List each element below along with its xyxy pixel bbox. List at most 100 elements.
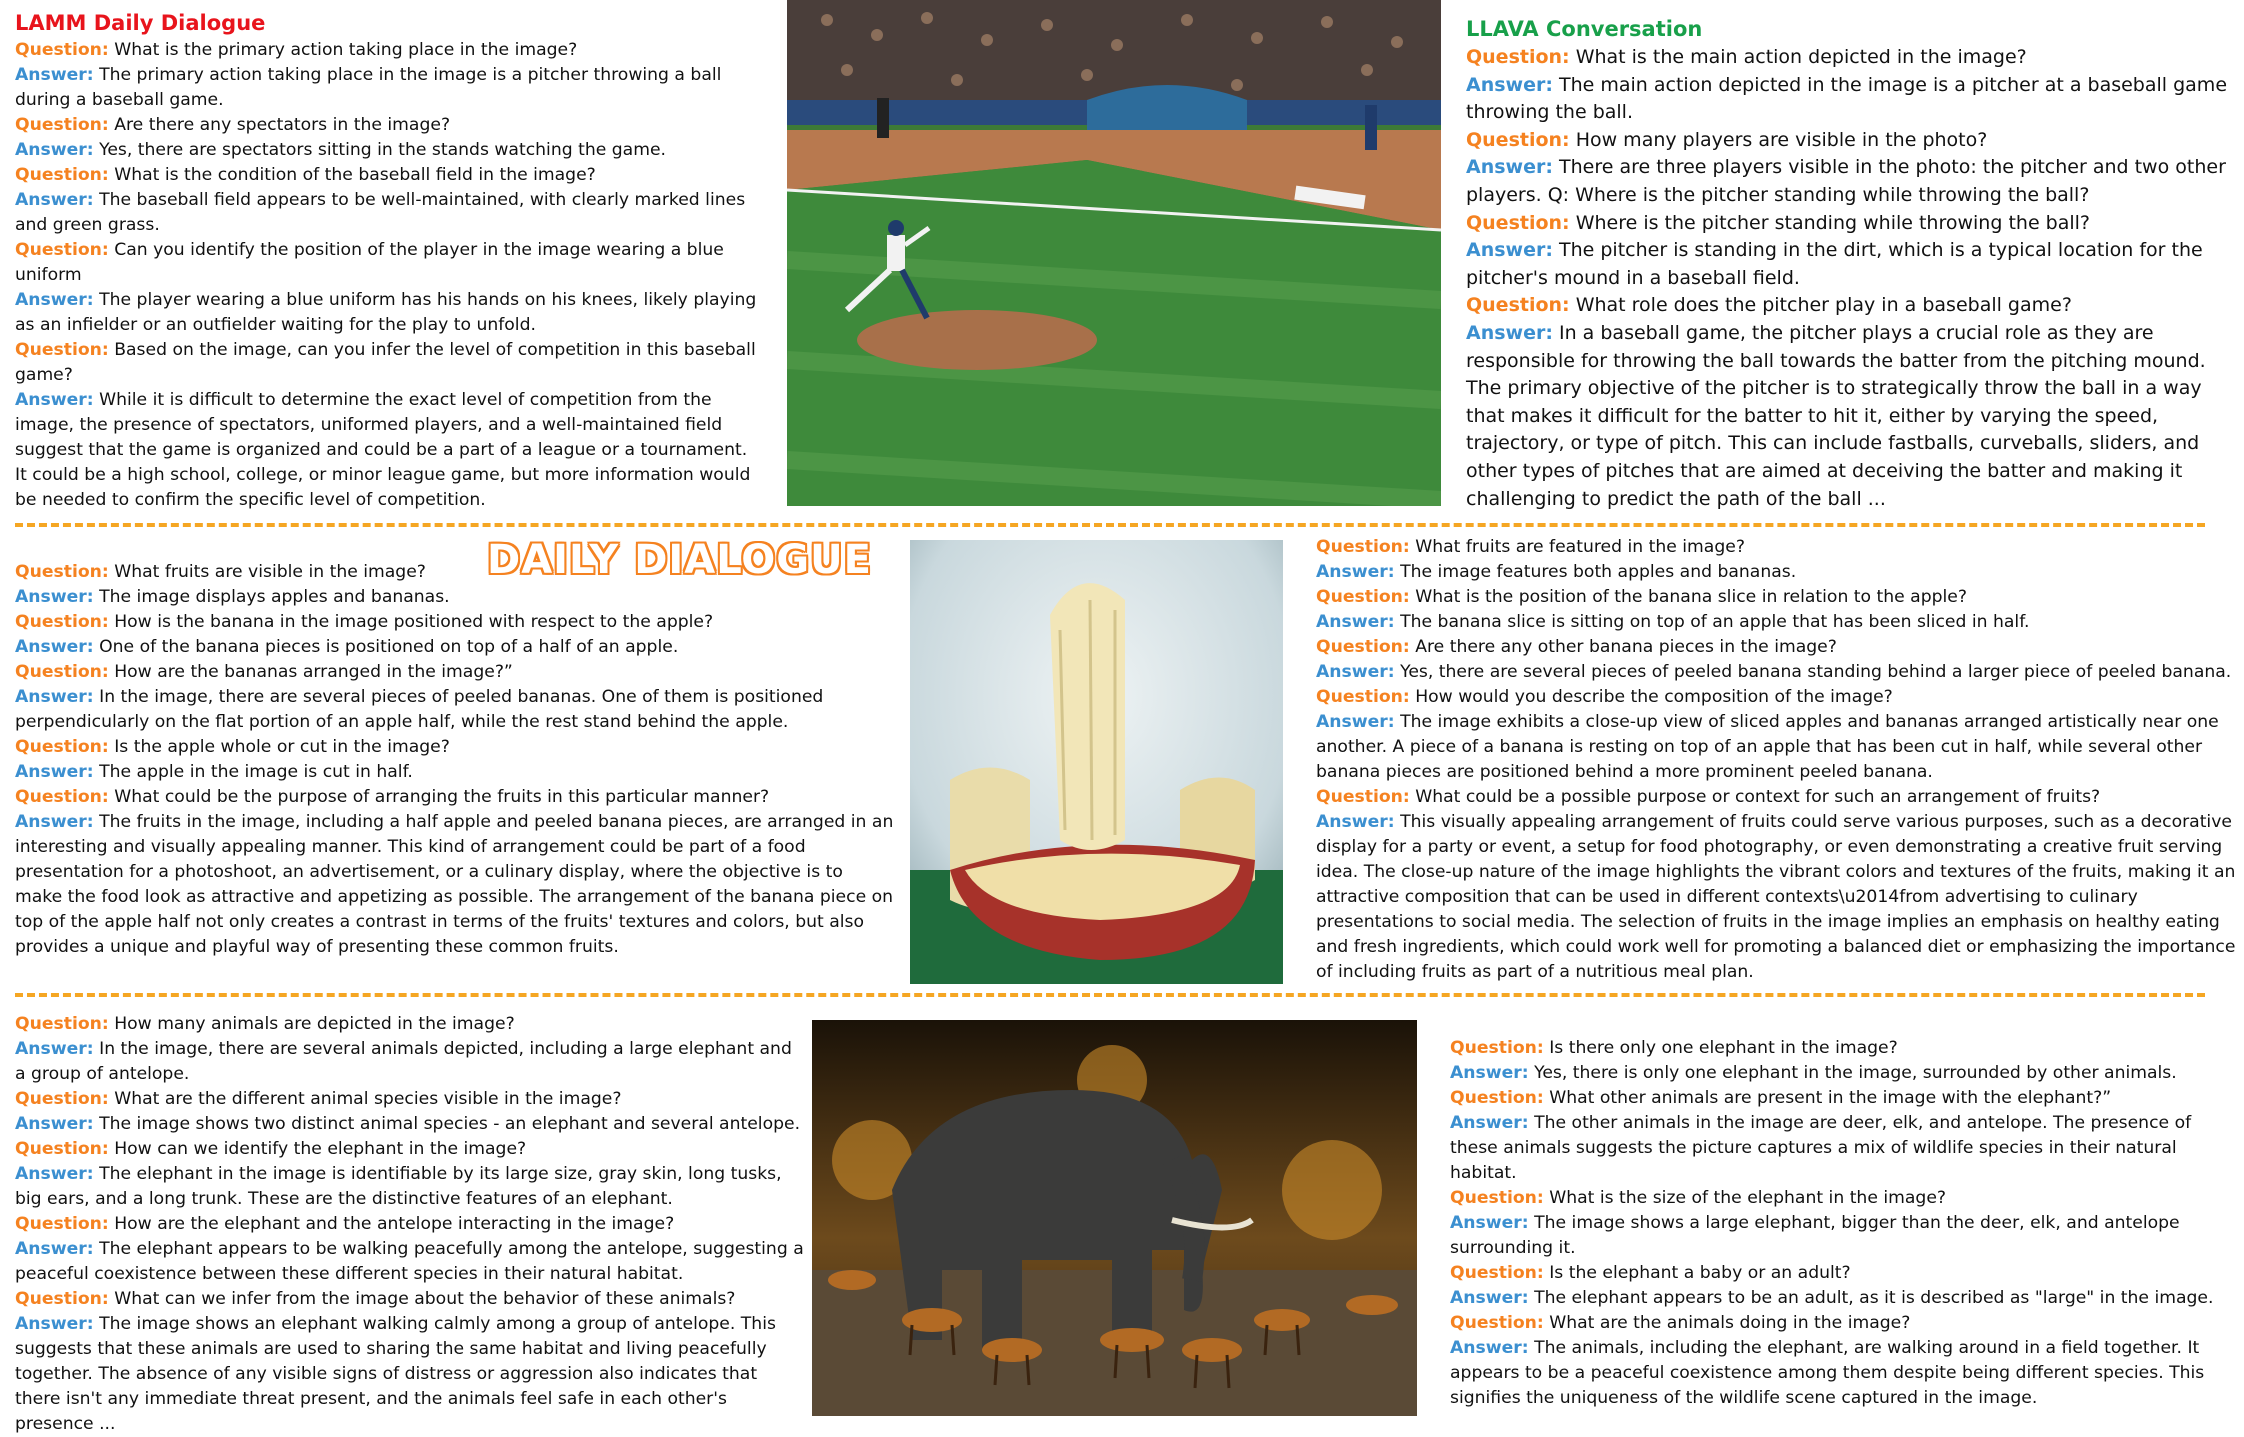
answer-label: Answer:	[15, 1239, 94, 1259]
answer-line: Answer: Yes, there is only one elephant …	[1450, 1061, 2240, 1086]
answer-text: While it is difficult to determine the e…	[15, 390, 751, 510]
question-line: Question: What role does the pitcher pla…	[1466, 292, 2241, 320]
answer-label: Answer:	[15, 140, 94, 160]
answer-text: In a baseball game, the pitcher plays a …	[1466, 321, 2206, 510]
question-text: What is the condition of the baseball fi…	[108, 165, 596, 185]
fruit-photo	[910, 540, 1283, 984]
question-label: Question:	[15, 662, 109, 682]
answer-text: Yes, there is only one elephant in the i…	[1528, 1063, 2177, 1083]
answer-line: Answer: The baseball field appears to be…	[15, 188, 760, 238]
question-text: How can we identify the elephant in the …	[108, 1139, 527, 1159]
llava-qa-list: Question: What is the main action depict…	[1466, 44, 2241, 513]
answer-text: This visually appealing arrangement of f…	[1316, 812, 2236, 982]
question-label: Question:	[15, 340, 109, 360]
question-label: Question:	[1466, 46, 1570, 68]
answer-label: Answer:	[1466, 321, 1553, 344]
question-label: Question:	[15, 562, 109, 582]
answer-line: Answer: The image displays apples and ba…	[15, 585, 895, 610]
answer-label: Answer:	[15, 812, 94, 832]
question-line: Question: What fruits are visible in the…	[15, 560, 895, 585]
answer-label: Answer:	[1316, 612, 1395, 632]
answer-label: Answer:	[1316, 662, 1395, 682]
question-line: Question: Where is the pitcher standing …	[1466, 210, 2241, 238]
answer-line: Answer: The fruits in the image, includi…	[15, 810, 895, 960]
answer-text: The image shows a large elephant, bigger…	[1450, 1213, 2180, 1258]
elephant-right-panel: Question: Is there only one elephant in …	[1450, 1036, 2240, 1411]
answer-label: Answer:	[15, 1164, 94, 1184]
answer-line: Answer: The image exhibits a close-up vi…	[1316, 710, 2241, 785]
question-label: Question:	[1316, 687, 1410, 707]
question-text: Where is the pitcher standing while thro…	[1569, 211, 2091, 234]
answer-label: Answer:	[1316, 562, 1395, 582]
answer-text: The baseball field appears to be well-ma…	[15, 190, 746, 235]
fruit-left-qa-list: Question: What fruits are visible in the…	[15, 560, 895, 960]
question-text: What could be the purpose of arranging t…	[108, 787, 770, 807]
elephant-right-qa-list: Question: Is there only one elephant in …	[1450, 1036, 2240, 1411]
answer-text: The pitcher is standing in the dirt, whi…	[1466, 239, 2203, 289]
answer-label: Answer:	[1450, 1213, 1529, 1233]
answer-text: In the image, there are several pieces o…	[15, 687, 824, 732]
question-text: How is the banana in the image positione…	[108, 612, 714, 632]
lamm-dialogue-panel: LAMM Daily Dialogue Question: What is th…	[15, 10, 760, 513]
answer-line: Answer: Yes, there are spectators sittin…	[15, 138, 760, 163]
answer-line: Answer: The apple in the image is cut in…	[15, 760, 895, 785]
fruit-left-panel: Question: What fruits are visible in the…	[15, 560, 895, 960]
answer-text: The primary action taking place in the i…	[15, 65, 722, 110]
llava-title: LLAVA Conversation	[1466, 17, 1703, 41]
elephant-left-qa-list: Question: How many animals are depicted …	[15, 1012, 805, 1437]
question-label: Question:	[1466, 294, 1570, 317]
answer-line: Answer: The main action depicted in the …	[1466, 72, 2241, 127]
question-line: Question: How many animals are depicted …	[15, 1012, 805, 1037]
question-line: Question: What is the main action depict…	[1466, 44, 2241, 72]
answer-text: Yes, there are spectators sitting in the…	[93, 140, 666, 160]
question-text: Based on the image, can you infer the le…	[15, 340, 756, 385]
answer-line: Answer: The image features both apples a…	[1316, 560, 2241, 585]
question-text: Can you identify the position of the pla…	[15, 240, 724, 285]
question-line: Question: What is the condition of the b…	[15, 163, 760, 188]
question-label: Question:	[1466, 211, 1570, 234]
answer-line: Answer: The player wearing a blue unifor…	[15, 288, 760, 338]
section-divider-top	[15, 523, 2205, 527]
question-label: Question:	[1450, 1088, 1544, 1108]
answer-text: The image displays apples and bananas.	[93, 587, 450, 607]
question-line: Question: What other animals are present…	[1450, 1086, 2240, 1111]
question-line: Question: What fruits are featured in th…	[1316, 535, 2241, 560]
question-text: What fruits are visible in the image?	[108, 562, 426, 582]
fruit-right-panel: Question: What fruits are featured in th…	[1316, 535, 2241, 985]
llava-conversation-panel: LLAVA Conversation Question: What is the…	[1466, 16, 2241, 513]
answer-label: Answer:	[15, 1314, 94, 1334]
question-label: Question:	[15, 1289, 109, 1309]
answer-label: Answer:	[15, 190, 94, 210]
question-label: Question:	[1316, 537, 1410, 557]
answer-line: Answer: The banana slice is sitting on t…	[1316, 610, 2241, 635]
question-line: Question: How can we identify the elepha…	[15, 1137, 805, 1162]
answer-text: In the image, there are several animals …	[15, 1039, 792, 1084]
question-label: Question:	[1450, 1038, 1544, 1058]
question-line: Question: Is the apple whole or cut in t…	[15, 735, 895, 760]
elephant-photo	[812, 1020, 1417, 1416]
answer-line: Answer: The elephant in the image is ide…	[15, 1162, 805, 1212]
question-label: Question:	[1450, 1313, 1544, 1333]
answer-text: The banana slice is sitting on top of an…	[1394, 612, 2030, 632]
answer-line: Answer: One of the banana pieces is posi…	[15, 635, 895, 660]
answer-line: Answer: The image shows an elephant walk…	[15, 1312, 805, 1437]
answer-label: Answer:	[1450, 1063, 1529, 1083]
answer-label: Answer:	[15, 290, 94, 310]
answer-line: Answer: Yes, there are several pieces of…	[1316, 660, 2241, 685]
question-text: What fruits are featured in the image?	[1409, 537, 1745, 557]
question-line: Question: How is the banana in the image…	[15, 610, 895, 635]
question-label: Question:	[15, 115, 109, 135]
daily-dialogue-stamp: DAILY DIALOGUE	[487, 537, 872, 583]
question-text: What other animals are present in the im…	[1543, 1088, 2112, 1108]
answer-label: Answer:	[1316, 812, 1395, 832]
question-text: How many animals are depicted in the ima…	[108, 1014, 515, 1034]
fruit-right-qa-list: Question: What fruits are featured in th…	[1316, 535, 2241, 985]
question-label: Question:	[15, 165, 109, 185]
question-text: Is the apple whole or cut in the image?	[108, 737, 450, 757]
question-label: Question:	[1316, 637, 1410, 657]
lamm-title: LAMM Daily Dialogue	[15, 11, 266, 35]
answer-label: Answer:	[15, 762, 94, 782]
question-line: Question: What can we infer from the ima…	[15, 1287, 805, 1312]
question-label: Question:	[1316, 587, 1410, 607]
question-label: Question:	[15, 1139, 109, 1159]
